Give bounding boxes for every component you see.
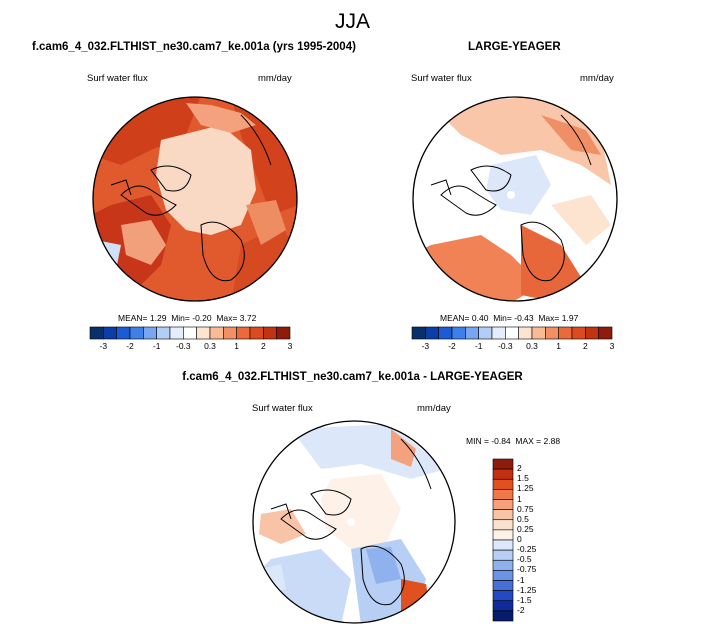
colorbar-tick-label: -3 xyxy=(99,341,108,351)
colorbar-swatch xyxy=(558,326,573,340)
colorbar-swatch xyxy=(129,326,144,340)
colorbar-tick-label: 0.75 xyxy=(517,503,534,514)
colorbar-swatch xyxy=(492,519,514,531)
colorbar-tick-label: -2 xyxy=(448,341,456,351)
colorbar-swatch xyxy=(492,468,514,480)
colorbar-tick-label: 3 xyxy=(287,341,293,351)
colorbar-swatch xyxy=(103,326,117,340)
colorbar-swatch xyxy=(223,326,237,340)
colorbar-swatch xyxy=(492,580,514,591)
colorbar-swatch xyxy=(492,489,514,500)
colorbar-swatch xyxy=(518,326,533,340)
colorbar-tick-label: -0.3 xyxy=(176,341,191,351)
panel2-colorbar-labels: -3 -2 -1 -0.3 0.3 1 2 3 xyxy=(412,341,615,353)
colorbar-tick-label: -1 xyxy=(474,341,483,351)
colorbar-swatch xyxy=(425,326,439,340)
colorbar-swatch xyxy=(116,326,131,340)
colorbar-swatch xyxy=(183,326,197,340)
panel3-units-label: mm/day xyxy=(417,403,451,414)
colorbar-swatch xyxy=(89,326,104,340)
colorbar-tick-label: 1.25 xyxy=(517,483,534,494)
colorbar-swatch xyxy=(451,326,466,340)
panel2-units-label: mm/day xyxy=(580,73,614,84)
panel3-colorbar-labels: 2 1.5 1.25 1 0.75 0.5 0.25 0 -0.25 -0.5 -0.75 -1 -1.… xyxy=(517,459,567,621)
colorbar-tick-label: 1.5 xyxy=(517,473,529,484)
colorbar-tick-label: 2 xyxy=(582,341,588,351)
panel3-title: f.cam6_4_032.FLTHIST_ne30.cam7_ke.001a -… xyxy=(182,371,523,383)
colorbar-tick-label: 0.5 xyxy=(517,513,529,524)
colorbar-swatch xyxy=(531,326,546,340)
panel1-stats: MEAN= 1.29 Min= -0.20 Max= 3.72 xyxy=(118,313,257,323)
colorbar-swatch xyxy=(263,326,277,340)
main-title: JJA xyxy=(334,10,370,33)
colorbar-swatch xyxy=(571,326,586,340)
panel2-title: LARGE-YEAGER xyxy=(468,41,561,53)
panel2-variable-label: Surf water flux xyxy=(411,73,472,84)
colorbar-swatch xyxy=(492,600,514,612)
panel1-units-label: mm/day xyxy=(258,73,292,84)
colorbar-swatch xyxy=(438,326,453,340)
panel2-stats: MEAN= 0.40 Min= -0.43 Max= 1.97 xyxy=(440,313,579,323)
panel1-title: f.cam6_4_032.FLTHIST_ne30.cam7_ke.001a (… xyxy=(32,41,356,53)
colorbar-tick-label: -2 xyxy=(126,341,134,351)
colorbar-tick-label: 0 xyxy=(517,534,522,544)
colorbar-tick-label: 0.3 xyxy=(204,341,216,351)
colorbar-swatch xyxy=(585,326,599,340)
panel1-polar-map xyxy=(92,96,298,302)
colorbar-tick-label: 1 xyxy=(234,341,240,351)
colorbar-tick-label: 1 xyxy=(517,493,522,504)
colorbar-swatch xyxy=(276,326,291,340)
colorbar-swatch xyxy=(209,326,224,340)
panel2-colorbar xyxy=(411,326,613,340)
colorbar-tick-label: -1.25 xyxy=(517,584,537,595)
panel1-variable-label: Surf water flux xyxy=(87,73,148,84)
panel3-colorbar xyxy=(492,458,514,622)
colorbar-swatch xyxy=(249,326,264,340)
colorbar-swatch xyxy=(492,610,514,622)
colorbar-tick-label: 1 xyxy=(556,341,562,351)
colorbar-swatch xyxy=(156,326,171,340)
colorbar-swatch xyxy=(169,326,184,340)
panel2-polar-map xyxy=(412,96,618,302)
colorbar-swatch xyxy=(492,559,514,571)
colorbar-swatch xyxy=(411,326,426,340)
colorbar-tick-label: -1 xyxy=(517,574,525,585)
colorbar-tick-label: 3 xyxy=(609,341,615,351)
colorbar-swatch xyxy=(196,326,211,340)
colorbar-swatch xyxy=(492,509,514,521)
colorbar-swatch xyxy=(465,326,479,340)
colorbar-tick-label: 2 xyxy=(517,463,522,474)
colorbar-swatch xyxy=(492,529,514,541)
panel3-polar-map xyxy=(252,420,456,624)
colorbar-swatch xyxy=(492,458,514,470)
panel3-variable-label: Surf water flux xyxy=(252,403,313,414)
colorbar-swatch xyxy=(478,326,493,340)
colorbar-tick-label: -1 xyxy=(152,341,161,351)
colorbar-swatch xyxy=(143,326,157,340)
colorbar-tick-label: -3 xyxy=(421,341,430,351)
colorbar-swatch xyxy=(491,326,506,340)
colorbar-tick-label: 0.25 xyxy=(517,523,534,534)
colorbar-tick-label: 2 xyxy=(260,341,266,351)
panel1-colorbar xyxy=(89,326,291,340)
colorbar-tick-label: 0.3 xyxy=(526,341,538,351)
colorbar-swatch xyxy=(598,326,613,340)
colorbar-swatch xyxy=(492,590,514,602)
colorbar-swatch xyxy=(236,326,251,340)
panel3-minmax: MIN = -0.84 MAX = 2.88 xyxy=(466,436,561,446)
colorbar-swatch xyxy=(492,549,514,561)
colorbar-tick-label: -0.5 xyxy=(517,554,532,565)
colorbar-tick-label: -0.3 xyxy=(498,341,513,351)
colorbar-tick-label: -1.5 xyxy=(517,594,532,605)
colorbar-tick-label: -2 xyxy=(517,604,525,615)
colorbar-swatch xyxy=(492,499,514,510)
colorbar-swatch xyxy=(492,539,514,551)
colorbar-swatch xyxy=(505,326,519,340)
panel1-colorbar-labels: -3 -2 -1 -0.3 0.3 1 2 3 xyxy=(90,341,293,353)
colorbar-tick-label: -0.75 xyxy=(517,564,537,575)
colorbar-tick-label: -0.25 xyxy=(517,544,537,555)
colorbar-swatch xyxy=(492,478,514,490)
colorbar-swatch xyxy=(492,570,514,581)
colorbar-swatch xyxy=(545,326,559,340)
